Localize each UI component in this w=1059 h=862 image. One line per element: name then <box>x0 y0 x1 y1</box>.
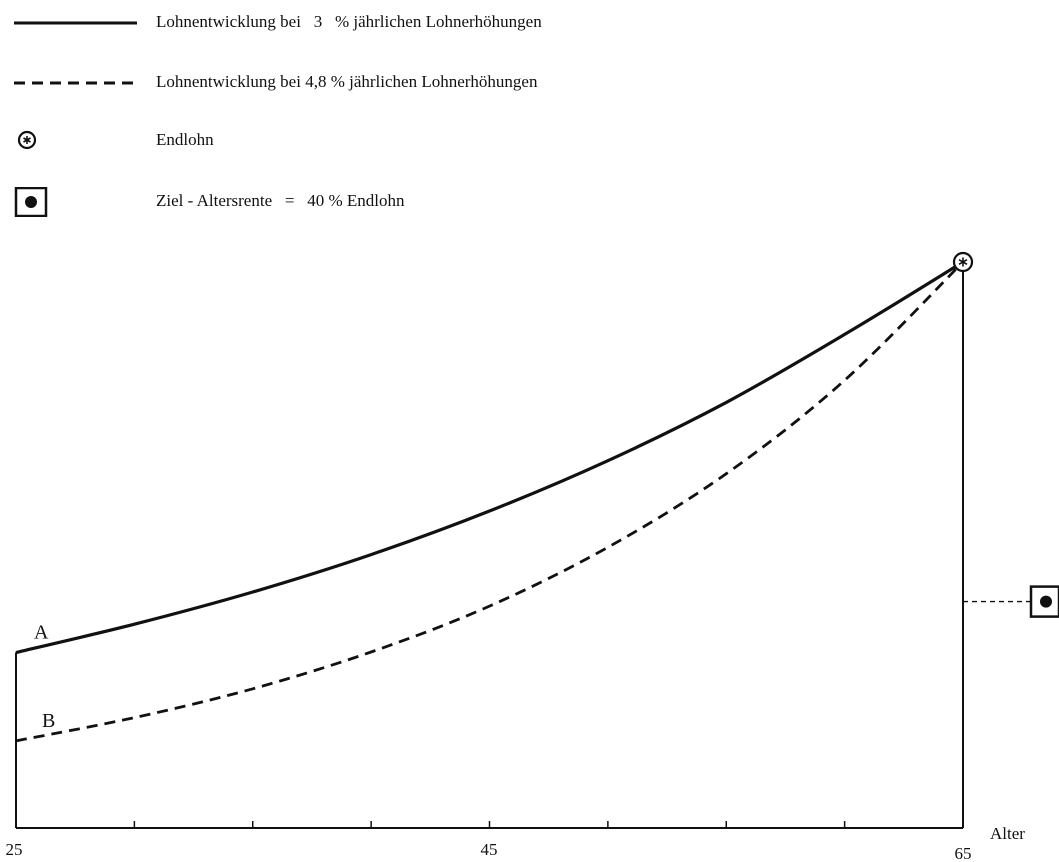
series-label-b: B <box>42 710 55 732</box>
series-group: AB <box>15 260 964 743</box>
legend: Lohnentwicklung bei 3 % jährlichen Lohne… <box>0 0 1059 230</box>
legend-label-ziel: Ziel - Altersrente = 40 % Endlohn <box>156 191 405 210</box>
x-tick-label: 25 <box>6 840 23 859</box>
marker-group <box>952 251 1059 618</box>
x-axis-ticks <box>15 821 964 828</box>
legend-item-endlohn: Endlohn <box>0 126 700 156</box>
legend-label-dashed: Lohnentwicklung bei 4,8 % jährlichen Loh… <box>156 72 538 91</box>
ziel-box <box>1029 585 1059 618</box>
legend-label-solid: Lohnentwicklung bei 3 % jährlichen Lohne… <box>156 12 542 31</box>
boxed-dot-icon <box>14 187 48 217</box>
series-line-a <box>15 260 964 655</box>
x-axis-label: Alter <box>990 824 1025 843</box>
circled-asterisk-icon <box>17 130 37 150</box>
x-axis-tick-labels: 25 45 65 <box>6 840 972 862</box>
ziel-dot <box>1040 595 1052 608</box>
dashed-line-swatch <box>14 81 137 85</box>
solid-line-swatch <box>14 21 137 25</box>
chart-axes <box>15 271 964 829</box>
ziel-marker <box>963 585 1059 618</box>
x-tick-label: 45 <box>481 840 498 859</box>
endlohn-asterisk-stroke <box>958 259 968 265</box>
series-label-a: A <box>34 622 49 644</box>
legend-item-ziel: Ziel - Altersrente = 40 % Endlohn <box>0 187 700 217</box>
legend-item-solid: Lohnentwicklung bei 3 % jährlichen Lohne… <box>0 8 700 38</box>
legend-item-dashed: Lohnentwicklung bei 4,8 % jährlichen Loh… <box>0 68 700 98</box>
legend-label-endlohn: Endlohn <box>156 130 214 149</box>
x-tick-label: 65 <box>955 844 972 862</box>
series-line-b <box>15 261 964 743</box>
endlohn-marker <box>952 251 974 273</box>
